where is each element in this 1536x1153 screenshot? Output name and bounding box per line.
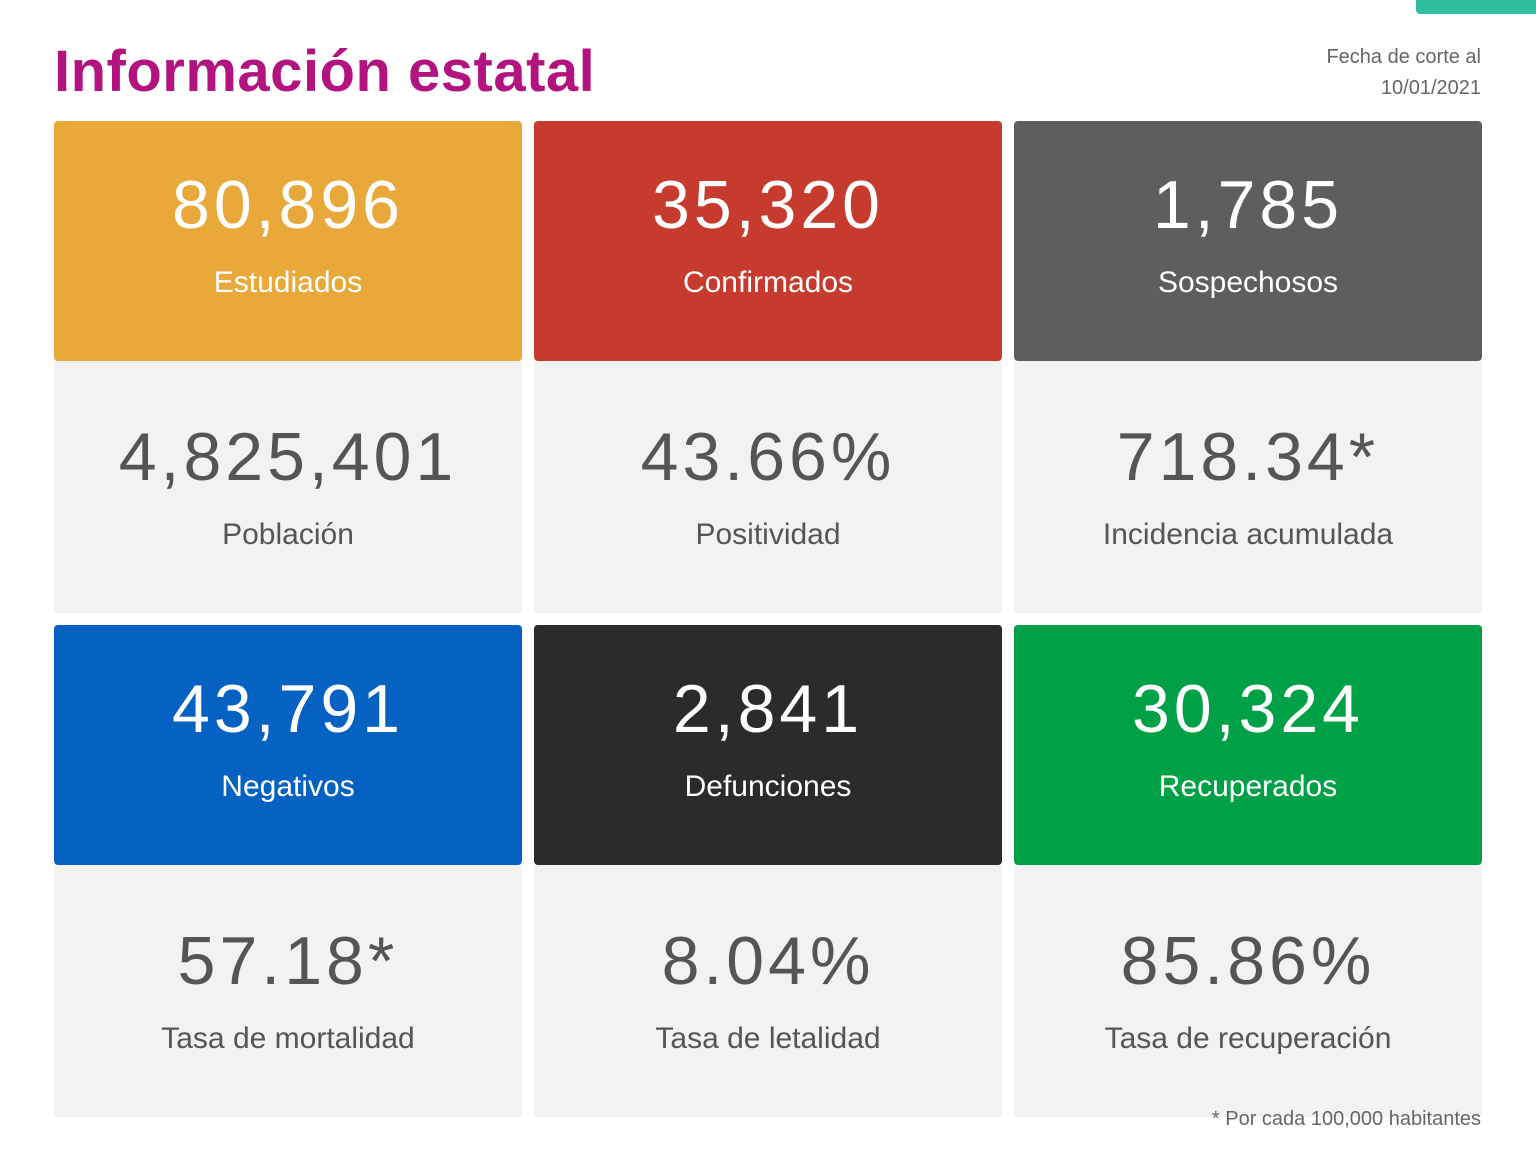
card-label: Incidencia acumulada: [1102, 518, 1394, 551]
card-value: 85.86%: [1120, 923, 1376, 999]
card-tasa-mortalidad: 57.18* Tasa de mortalidad: [54, 865, 522, 1117]
card-incidencia: 718.34* Incidencia acumulada: [1014, 361, 1482, 613]
top-accent-bar: [1416, 0, 1536, 14]
card-tasa-recuperacion: 85.86% Tasa de recuperación: [1014, 865, 1482, 1117]
stats-grid: 80,896 Estudiados 35,320 Confirmados 1,7…: [54, 121, 1482, 1117]
card-value: 4,825,401: [118, 419, 458, 495]
card-label: Sospechosos: [1157, 266, 1339, 299]
footnote: * Por cada 100,000 habitantes: [1211, 1108, 1481, 1130]
cutoff-date: Fecha de corte al 10/01/2021: [1326, 42, 1481, 104]
card-value: 8.04%: [661, 923, 875, 999]
cutoff-value: 10/01/2021: [1380, 77, 1481, 99]
card-label: Tasa de mortalidad: [161, 1022, 415, 1055]
card-recuperados: 30,324 Recuperados: [1014, 625, 1482, 865]
card-positividad: 43.66% Positividad: [534, 361, 1002, 613]
card-label: Tasa de recuperación: [1104, 1022, 1392, 1055]
card-sospechosos: 1,785 Sospechosos: [1014, 121, 1482, 361]
card-defunciones: 2,841 Defunciones: [534, 625, 1002, 865]
card-value: 43,791: [172, 671, 404, 747]
card-estudiados: 80,896 Estudiados: [54, 121, 522, 361]
card-value: 718.34*: [1116, 419, 1380, 495]
card-label: Población: [222, 518, 354, 551]
card-label: Defunciones: [684, 770, 852, 803]
card-label: Recuperados: [1158, 770, 1338, 803]
card-value: 30,324: [1132, 671, 1364, 747]
card-label: Positividad: [695, 518, 841, 551]
page-title: Información estatal: [54, 39, 596, 104]
card-poblacion: 4,825,401 Población: [54, 361, 522, 613]
cutoff-label: Fecha de corte al: [1326, 46, 1481, 68]
card-value: 43.66%: [640, 419, 896, 495]
card-value: 1,785: [1152, 167, 1344, 243]
card-value: 80,896: [172, 167, 404, 243]
card-label: Estudiados: [213, 266, 363, 299]
card-label: Confirmados: [682, 266, 854, 299]
card-confirmados: 35,320 Confirmados: [534, 121, 1002, 361]
card-value: 35,320: [652, 167, 884, 243]
card-label: Tasa de letalidad: [655, 1022, 881, 1055]
card-negativos: 43,791 Negativos: [54, 625, 522, 865]
card-tasa-letalidad: 8.04% Tasa de letalidad: [534, 865, 1002, 1117]
card-value: 2,841: [672, 671, 864, 747]
card-value: 57.18*: [177, 923, 399, 999]
card-label: Negativos: [221, 770, 355, 803]
